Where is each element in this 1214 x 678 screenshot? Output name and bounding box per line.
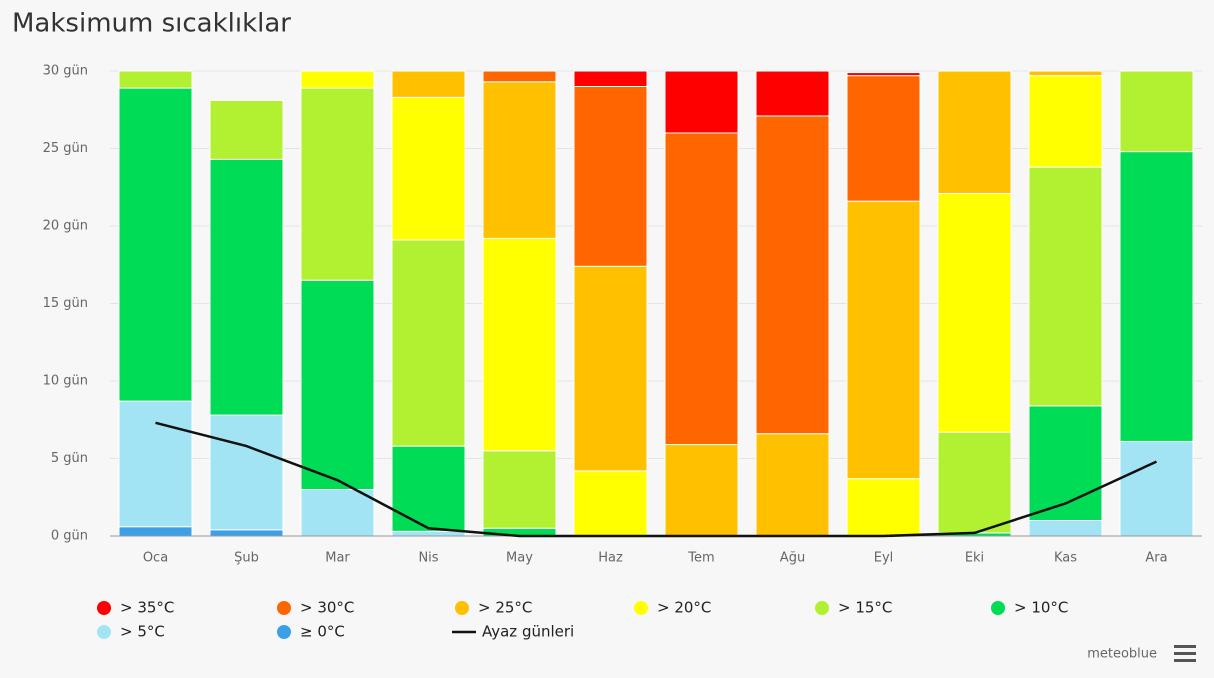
- legend-marker: [97, 625, 111, 639]
- legend-marker: [277, 601, 291, 615]
- x-tick-label: Mar: [325, 551, 350, 566]
- bar-segment: [846, 478, 921, 537]
- legend-marker: [455, 601, 469, 615]
- x-tick-label: Kas: [1054, 551, 1077, 566]
- bar-segment: [1028, 166, 1103, 407]
- bar-segment: [937, 192, 1012, 433]
- x-tick-label: Eyl: [874, 551, 894, 566]
- bar-segment: [573, 265, 648, 472]
- y-tick-label: 20 gün: [43, 219, 88, 234]
- bar-segment: [755, 433, 830, 537]
- x-tick-label: Oca: [143, 551, 168, 566]
- legend-marker: [991, 601, 1005, 615]
- credit: meteoblue: [1087, 647, 1157, 662]
- bar-segment: [1119, 70, 1194, 153]
- bar-segment: [1028, 75, 1103, 168]
- bar-segment: [1028, 405, 1103, 521]
- bar-segment: [573, 70, 648, 87]
- bar-segment: [1119, 151, 1194, 442]
- bar-segment: [937, 70, 1012, 194]
- bar-segment: [482, 70, 557, 83]
- bar-segment: [755, 115, 830, 435]
- legend-marker: [815, 601, 829, 615]
- x-tick-label: Haz: [598, 551, 623, 566]
- x-tick-label: Ağu: [780, 551, 805, 566]
- y-tick-label: 5 gün: [51, 451, 88, 466]
- y-tick-label: 10 gün: [43, 374, 88, 389]
- y-tick-label: 30 gün: [43, 64, 88, 79]
- bar-segment: [664, 132, 739, 446]
- bar-segment: [482, 237, 557, 452]
- bar-segment: [846, 200, 921, 480]
- bar-segment: [300, 489, 375, 537]
- bar-segment: [209, 99, 284, 160]
- legend-label: > 25°C: [478, 599, 532, 617]
- bar-segment: [118, 70, 193, 89]
- legend-label: Ayaz günleri: [482, 623, 574, 641]
- bar-segment: [664, 70, 739, 134]
- menu-bar: [1174, 645, 1196, 648]
- legend-label: > 30°C: [300, 599, 354, 617]
- legend-label: > 20°C: [657, 599, 711, 617]
- bar-segment: [391, 530, 466, 537]
- bar-segment: [209, 414, 284, 531]
- bar-segment: [482, 450, 557, 529]
- menu-icon[interactable]: [1174, 645, 1196, 662]
- legend-label: > 5°C: [120, 623, 165, 641]
- bar-segment: [1028, 520, 1103, 537]
- legend-marker: [277, 625, 291, 639]
- bar-segment: [209, 158, 284, 416]
- bar-segment: [118, 526, 193, 537]
- legend-label: > 10°C: [1014, 599, 1068, 617]
- legend-marker: [97, 601, 111, 615]
- bar-segment: [118, 400, 193, 528]
- bar-segment: [1028, 70, 1103, 77]
- y-tick-label: 25 gün: [43, 141, 88, 156]
- x-tick-label: Tem: [687, 551, 714, 566]
- bar-segment: [391, 70, 466, 98]
- bar-segment: [1119, 440, 1194, 537]
- x-tick-label: Nis: [418, 551, 438, 566]
- legend-marker: [634, 601, 648, 615]
- menu-bar: [1174, 659, 1196, 662]
- chart-title: Maksimum sıcaklıklar: [12, 9, 291, 39]
- bar-segment: [300, 87, 375, 281]
- bar-segment: [846, 75, 921, 202]
- bar-segment: [937, 431, 1012, 534]
- bar-segment: [573, 470, 648, 537]
- bar-segment: [300, 70, 375, 89]
- bar-segment: [118, 87, 193, 402]
- frost-line: [155, 421, 1158, 538]
- x-tick-label: Eki: [965, 551, 984, 566]
- bar-segment: [209, 529, 284, 537]
- bar-segment: [391, 239, 466, 447]
- bar-segment: [573, 86, 648, 267]
- x-tick-label: Ara: [1145, 551, 1167, 566]
- y-tick-label: 15 gün: [43, 296, 88, 311]
- menu-bar: [1174, 652, 1196, 655]
- legend-label: > 15°C: [838, 599, 892, 617]
- legend-label: ≥ 0°C: [300, 623, 345, 641]
- bar-segment: [846, 72, 921, 77]
- bar-segment: [755, 70, 830, 117]
- y-tick-label: 0 gün: [51, 529, 88, 544]
- x-tick-label: Şub: [234, 551, 259, 566]
- x-tick-label: May: [506, 551, 533, 566]
- bar-segment: [391, 445, 466, 532]
- bar-segment: [391, 96, 466, 241]
- bar-segment: [664, 444, 739, 537]
- bar-segment: [300, 279, 375, 490]
- bar-segment: [482, 81, 557, 239]
- legend-label: > 35°C: [120, 599, 174, 617]
